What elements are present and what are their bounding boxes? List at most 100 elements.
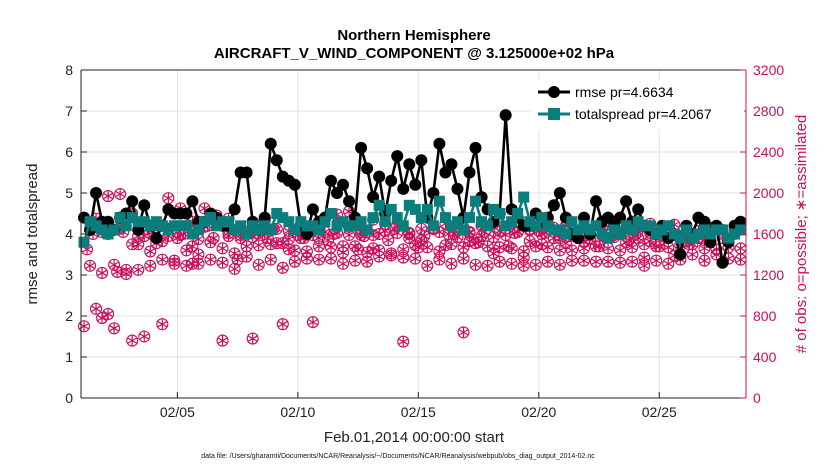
- obs-star-stroke: [103, 310, 114, 318]
- totalspread-point: [114, 212, 126, 224]
- x-tick-label: 02/25: [642, 404, 677, 420]
- totalspread-point: [84, 216, 96, 228]
- totalspread-point: [319, 216, 331, 228]
- obs-star-stroke: [398, 338, 409, 345]
- obs-star-stroke: [479, 228, 490, 236]
- obs-star-stroke: [488, 233, 499, 241]
- obs-star-stroke: [413, 244, 424, 251]
- obs-star-stroke: [262, 234, 273, 242]
- totalspread-point: [78, 236, 90, 248]
- totalspread-point: [120, 220, 132, 232]
- y2-tick-label: 0: [753, 390, 761, 406]
- obs-star-stroke: [383, 236, 394, 244]
- obs-assimilated-marker: [229, 263, 240, 275]
- x-tick-label: 02/20: [521, 404, 556, 420]
- rmse-point: [288, 178, 301, 191]
- rmse-point: [150, 232, 163, 245]
- obs-assimilated-marker: [590, 256, 602, 268]
- obs-star-stroke: [602, 258, 614, 265]
- totalspread-point: [283, 216, 295, 228]
- obs-assimilated-marker: [181, 260, 192, 272]
- y2-tick-label: 400: [753, 349, 777, 365]
- obs-star-stroke: [301, 255, 312, 262]
- totalspread-point: [500, 220, 512, 232]
- totalspread-point: [409, 203, 421, 215]
- obs-assimilated-marker: [506, 258, 517, 270]
- totalspread-point: [644, 220, 656, 232]
- totalspread-point: [301, 220, 313, 232]
- obs-star-stroke: [133, 240, 144, 248]
- obs-assimilated-marker: [325, 253, 337, 265]
- obs-star-stroke: [223, 232, 234, 240]
- obs-star-stroke: [615, 259, 626, 266]
- totalspread-point: [192, 224, 204, 236]
- obs-assimilated-marker: [253, 259, 264, 271]
- obs-assimilated-marker: [654, 240, 665, 252]
- obs-assimilated-marker: [289, 244, 300, 256]
- totalspread-point: [530, 220, 542, 232]
- rmse-point: [126, 195, 139, 208]
- totalspread-point: [542, 220, 554, 232]
- obs-assimilated-marker: [482, 240, 493, 252]
- rmse-point: [499, 109, 512, 122]
- obs-star-stroke: [488, 250, 499, 257]
- obs-star-stroke: [181, 247, 192, 254]
- obs-star-stroke: [482, 243, 493, 250]
- y2-tick-label: 1200: [753, 267, 784, 283]
- totalspread-point: [650, 228, 662, 240]
- totalspread-point: [403, 199, 415, 211]
- obs-assimilated-marker: [157, 318, 168, 330]
- obs-assimilated-marker: [84, 260, 96, 272]
- obs-assimilated-marker: [109, 322, 120, 334]
- obs-star-stroke: [353, 246, 364, 253]
- obs-star-stroke: [518, 254, 529, 261]
- obs-star-stroke: [127, 337, 138, 344]
- chart-title: Northern Hemisphere: [337, 27, 490, 44]
- obs-star-stroke: [566, 247, 577, 254]
- totalspread-point: [451, 216, 463, 228]
- obs-star-stroke: [627, 258, 638, 265]
- legend: rmse pr=4.6634 totalspread pr=4.2067: [532, 80, 744, 130]
- y-axis-label: rmse and totalspread: [24, 164, 41, 305]
- totalspread-point: [572, 224, 584, 236]
- obs-star-stroke: [277, 264, 288, 272]
- rmse-point: [620, 195, 633, 208]
- obs-star-stroke: [509, 229, 520, 237]
- obs-assimilated-marker: [163, 192, 174, 204]
- obs-assimilated-marker: [509, 227, 520, 239]
- totalspread-point: [710, 224, 722, 236]
- obs-star-stroke: [542, 244, 553, 251]
- totalspread-point: [427, 220, 439, 232]
- obs-star-stroke: [687, 251, 698, 258]
- obs-assimilated-marker: [241, 240, 252, 252]
- totalspread-point: [596, 228, 608, 240]
- obs-assimilated-marker: [554, 259, 565, 271]
- obs-assimilated-marker: [205, 254, 216, 266]
- obs-assimilated-marker: [253, 239, 264, 251]
- totalspread-point: [717, 224, 729, 236]
- totalspread-point: [391, 212, 403, 224]
- totalspread-point: [626, 224, 638, 236]
- y2-tick-label: 1600: [753, 226, 784, 242]
- obs-assimilated-marker: [389, 223, 400, 235]
- totalspread-point: [259, 220, 271, 232]
- obs-star-stroke: [524, 237, 535, 245]
- obs-star-stroke: [503, 243, 514, 250]
- obs-star-stroke: [458, 255, 469, 262]
- totalspread-point: [241, 228, 253, 240]
- obs-star-stroke: [253, 261, 264, 269]
- rmse-point: [343, 195, 356, 208]
- obs-star-stroke: [578, 245, 590, 252]
- obs-star-stroke: [389, 225, 400, 233]
- obs-star-stroke: [530, 243, 541, 250]
- obs-assimilated-marker: [422, 241, 433, 253]
- rmse-point: [361, 162, 374, 175]
- rmse-point: [306, 203, 319, 216]
- rmse-point: [433, 137, 446, 150]
- totalspread-point: [102, 228, 114, 240]
- obs-assimilated-marker: [494, 256, 505, 268]
- obs-star-stroke: [434, 248, 445, 255]
- obs-assimilated-marker: [368, 242, 379, 254]
- obs-assimilated-marker: [422, 260, 433, 272]
